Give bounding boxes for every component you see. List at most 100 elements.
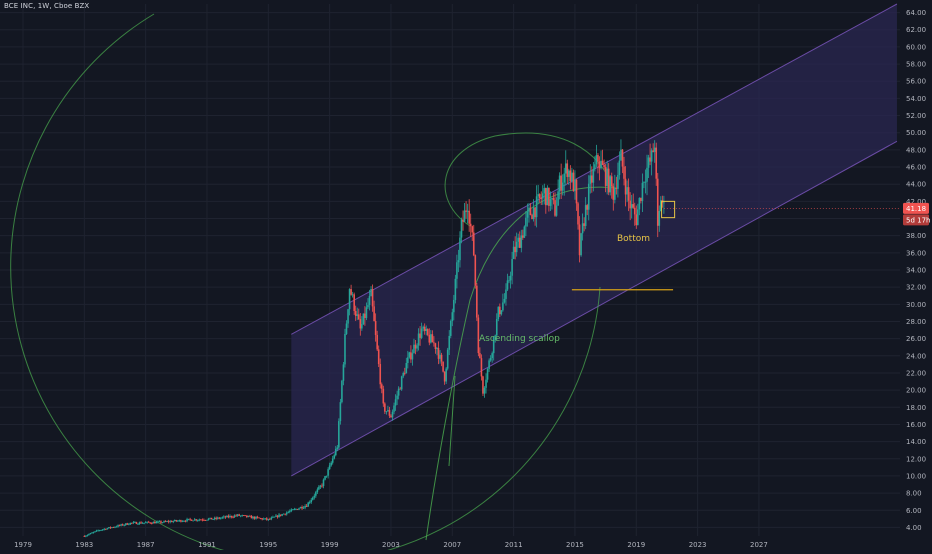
candle-body [425, 329, 428, 331]
candle-body [419, 333, 421, 338]
candle-body [336, 447, 339, 449]
candle-body [121, 524, 124, 526]
candle-body [472, 232, 475, 256]
candle-body [166, 521, 168, 523]
y-tick-label: 62.00 [906, 26, 926, 34]
candle-body [341, 380, 343, 403]
candle-body [497, 306, 500, 320]
candle-body [164, 521, 167, 522]
candle-body [500, 310, 503, 315]
candle-body [422, 326, 424, 329]
y-tick-label: 56.00 [906, 78, 926, 86]
time-axis[interactable]: 1979 1983 1987 1991 1995 1999 2003 2007 2011 2015… [14, 541, 768, 549]
candle-body [344, 333, 346, 365]
candle-body [488, 360, 490, 369]
candle-body [318, 486, 320, 490]
ascending-scallop-label: Ascending scallop [479, 334, 560, 344]
x-tick-label: 2019 [627, 541, 645, 549]
candle-body [629, 200, 631, 209]
candle-body [566, 163, 569, 177]
candle-body [221, 517, 224, 519]
candle-body [233, 515, 236, 518]
large-scallop-arc [10, 13, 601, 554]
candle-body [250, 516, 253, 519]
candle-body [589, 175, 592, 184]
candle-body [258, 517, 260, 519]
candle-body [281, 514, 283, 516]
candle-body [428, 334, 431, 343]
candle-body [261, 518, 263, 520]
candle-body [508, 280, 510, 282]
candle-body [531, 214, 533, 220]
candle-body [264, 518, 267, 520]
candle-body [311, 497, 314, 500]
candle-body [270, 517, 273, 520]
candle-body [433, 342, 435, 344]
candle-body [95, 530, 98, 532]
candle-body [617, 174, 619, 189]
candle-body [505, 289, 507, 299]
x-tick-label: 2027 [750, 541, 768, 549]
candle-body [338, 421, 340, 448]
candle-body [647, 157, 650, 168]
candle-body [557, 191, 559, 206]
candle-body [140, 522, 142, 524]
candle-body [227, 515, 230, 518]
candle-body [157, 521, 159, 523]
candle-body [272, 516, 274, 518]
candle-body [414, 344, 417, 349]
candle-body [380, 384, 383, 389]
candle-body [111, 527, 113, 529]
candle-body [411, 353, 414, 360]
candle-body [499, 306, 501, 315]
candle-body [143, 522, 145, 524]
candle-body [319, 485, 322, 487]
candle-body [219, 517, 222, 519]
candle-body [224, 516, 227, 518]
candle-body [586, 205, 589, 210]
candle-body [449, 320, 452, 336]
candle-body [209, 517, 211, 519]
candle-body [180, 520, 182, 522]
y-tick-label: 42.00 [906, 198, 926, 206]
candle-body [155, 521, 158, 524]
price-axis[interactable]: 4.00 6.00 8.00 10.00 12.00 14.00 16.00 18.00 20.… [906, 9, 926, 532]
candle-body [331, 458, 334, 463]
candle-body [288, 511, 291, 512]
candle-body [115, 526, 118, 528]
candle-body [362, 313, 365, 325]
candle-body [646, 167, 648, 182]
candle-body [465, 210, 467, 212]
candle-body [601, 160, 604, 165]
candle-body [520, 235, 523, 248]
candle-body [292, 509, 294, 511]
candle-body [600, 160, 602, 169]
candle-body [655, 147, 658, 179]
candle-body [86, 535, 89, 536]
rising-curve [425, 186, 617, 541]
candle-body [483, 387, 486, 394]
candle-body [627, 187, 630, 201]
y-tick-label: 10.00 [906, 472, 926, 480]
candle-body [200, 519, 202, 521]
candle-body [321, 485, 323, 487]
bottom-label: Bottom [617, 234, 650, 244]
candle-body [345, 323, 348, 334]
candle-body [290, 509, 293, 512]
candle-body [595, 155, 598, 165]
candle-body [249, 515, 251, 517]
candle-body [440, 354, 443, 362]
candle-body [91, 532, 93, 534]
candle-body [453, 299, 455, 313]
candle-body [561, 182, 564, 191]
candle-body [568, 170, 570, 177]
candle-body [127, 524, 130, 526]
x-tick-label: 1979 [14, 541, 32, 549]
candle-body [526, 211, 529, 218]
candle-body [581, 223, 584, 234]
candle-body [100, 529, 102, 531]
candle-body [267, 518, 270, 520]
x-tick-label: 1995 [259, 541, 277, 549]
